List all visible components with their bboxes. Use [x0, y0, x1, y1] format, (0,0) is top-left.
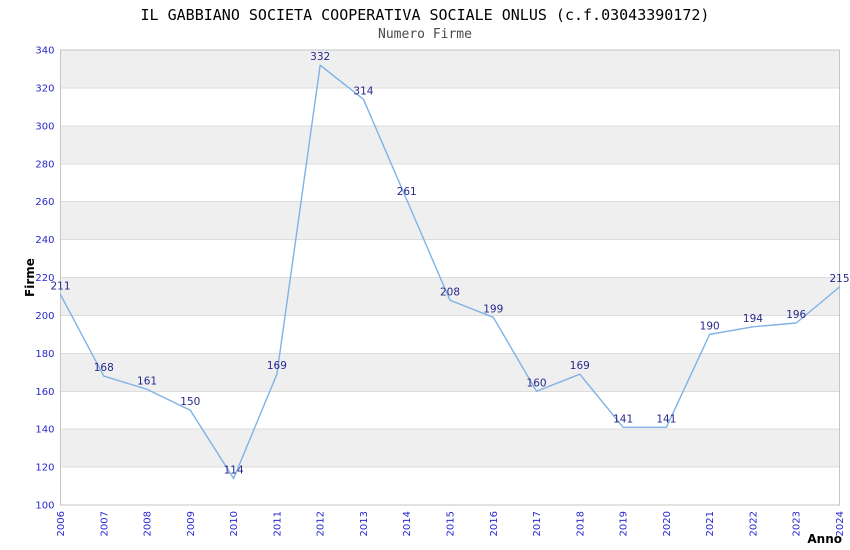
plot-band: [60, 429, 840, 468]
data-point-label: 114: [224, 464, 244, 476]
data-point-label: 141: [656, 413, 676, 425]
data-point-label: 194: [743, 313, 763, 325]
data-point-label: 161: [137, 375, 157, 387]
data-point-label: 211: [50, 281, 70, 293]
plot-band: [60, 125, 840, 164]
series-line: [59, 64, 841, 480]
data-point-label: 332: [310, 51, 330, 63]
plot-band: [60, 277, 840, 316]
data-point-label: 314: [353, 85, 373, 97]
x-tick-label: 2006: [56, 511, 67, 536]
chart-subtitle: Numero Firme: [378, 27, 472, 42]
y-tick-label: 160: [35, 387, 54, 398]
data-point-label: 208: [440, 286, 460, 298]
y-tick-label: 300: [35, 121, 54, 132]
x-tick-label: 2017: [532, 511, 543, 536]
x-tick-label: 2015: [446, 511, 457, 536]
x-tick-label: 2021: [705, 511, 716, 536]
data-point-label: 168: [94, 362, 114, 374]
y-tick-label: 320: [35, 83, 54, 94]
y-tick-label: 200: [35, 311, 54, 322]
x-tick-label: 2018: [575, 511, 586, 536]
x-tick-label: 2011: [272, 511, 283, 536]
x-tick-label: 2009: [186, 511, 197, 536]
x-tick-label: 2024: [835, 511, 846, 536]
data-point-label: 199: [483, 303, 503, 315]
y-tick-label: 180: [35, 349, 54, 360]
y-tick-label: 240: [35, 235, 54, 246]
x-tick-label: 2020: [662, 511, 673, 536]
y-tick-label: 120: [35, 463, 54, 474]
x-tick-label: 2007: [99, 511, 110, 536]
plot-band: [60, 50, 840, 88]
data-point-label: 261: [397, 186, 417, 198]
plot-border: [60, 49, 840, 506]
x-tick-label: 2013: [359, 511, 370, 536]
y-tick-label: 140: [35, 425, 54, 436]
y-tick-label: 100: [35, 501, 54, 512]
plot-band: [60, 353, 840, 392]
y-tick-label: 280: [35, 159, 54, 170]
data-point-label: 215: [829, 273, 849, 285]
x-tick-label: 2014: [402, 511, 413, 536]
data-point-label: 196: [786, 309, 806, 321]
x-tick-label: 2008: [143, 511, 154, 536]
x-tick-label: 2022: [748, 511, 759, 536]
data-point-label: 169: [267, 360, 287, 372]
y-tick-label: 220: [35, 273, 54, 284]
x-tick-label: 2010: [229, 511, 240, 536]
x-tick-label: 2012: [316, 511, 327, 536]
x-tick-label: 2023: [792, 511, 803, 536]
chart-title: IL GABBIANO SOCIETA COOPERATIVA SOCIALE …: [140, 6, 710, 24]
data-point-label: 141: [613, 413, 633, 425]
y-tick-label: 260: [35, 197, 54, 208]
y-axis-title: Firme: [23, 258, 37, 297]
data-point-label: 160: [527, 377, 547, 389]
x-tick-label: 2016: [489, 511, 500, 536]
data-point-label: 190: [700, 320, 720, 332]
y-tick-label: 340: [35, 46, 54, 57]
x-axis-title: Anno: [807, 532, 842, 546]
x-tick-label: 2019: [619, 511, 630, 536]
plot-band: [60, 201, 840, 240]
data-point-label: 150: [180, 396, 200, 408]
data-point-label: 169: [570, 360, 590, 372]
